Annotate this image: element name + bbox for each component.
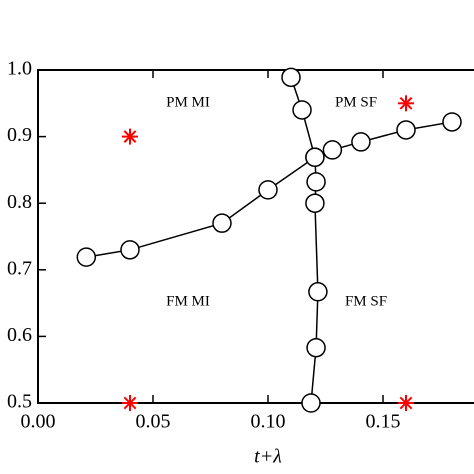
plot-frame	[37, 69, 474, 404]
marker	[120, 240, 140, 260]
marker	[322, 140, 343, 160]
y-tick-label: 0.5	[7, 391, 32, 413]
marker	[122, 128, 138, 145]
x-tick-label: 0.05	[136, 411, 171, 433]
x-tick-label: 0.00	[21, 411, 56, 433]
marker	[308, 282, 328, 302]
marker	[442, 112, 462, 132]
x-tick-label: 0.15	[366, 411, 401, 433]
marker	[305, 147, 325, 167]
y-tick-label: 0.9	[7, 124, 32, 146]
marker	[281, 67, 301, 88]
marker	[301, 393, 321, 413]
marker	[76, 247, 97, 267]
region-label: PM SF	[335, 94, 377, 110]
x-axis-label: t+λ	[254, 446, 282, 468]
x-tick-label: 0.10	[251, 411, 286, 433]
y-tick-label: 0.8	[7, 191, 32, 213]
marker	[398, 95, 414, 112]
region-label: FM SF	[345, 293, 387, 309]
marker	[396, 120, 416, 140]
marker-stroke	[123, 130, 137, 143]
marker	[398, 395, 414, 411]
marker	[212, 213, 232, 233]
marker	[292, 100, 312, 120]
marker	[351, 132, 371, 152]
marker	[122, 395, 138, 411]
marker	[258, 180, 278, 200]
marker-stroke	[399, 396, 413, 410]
y-tick-label: 0.7	[7, 257, 32, 279]
marker	[306, 337, 326, 358]
marker-stroke	[123, 396, 137, 410]
marker	[305, 193, 325, 213]
marker	[306, 172, 326, 192]
y-tick-label: 1.0	[7, 58, 32, 80]
y-tick-label: 0.6	[7, 324, 32, 346]
marker-stroke	[399, 96, 413, 110]
region-label: PM MI	[166, 94, 210, 110]
region-label: FM MI	[166, 293, 210, 309]
